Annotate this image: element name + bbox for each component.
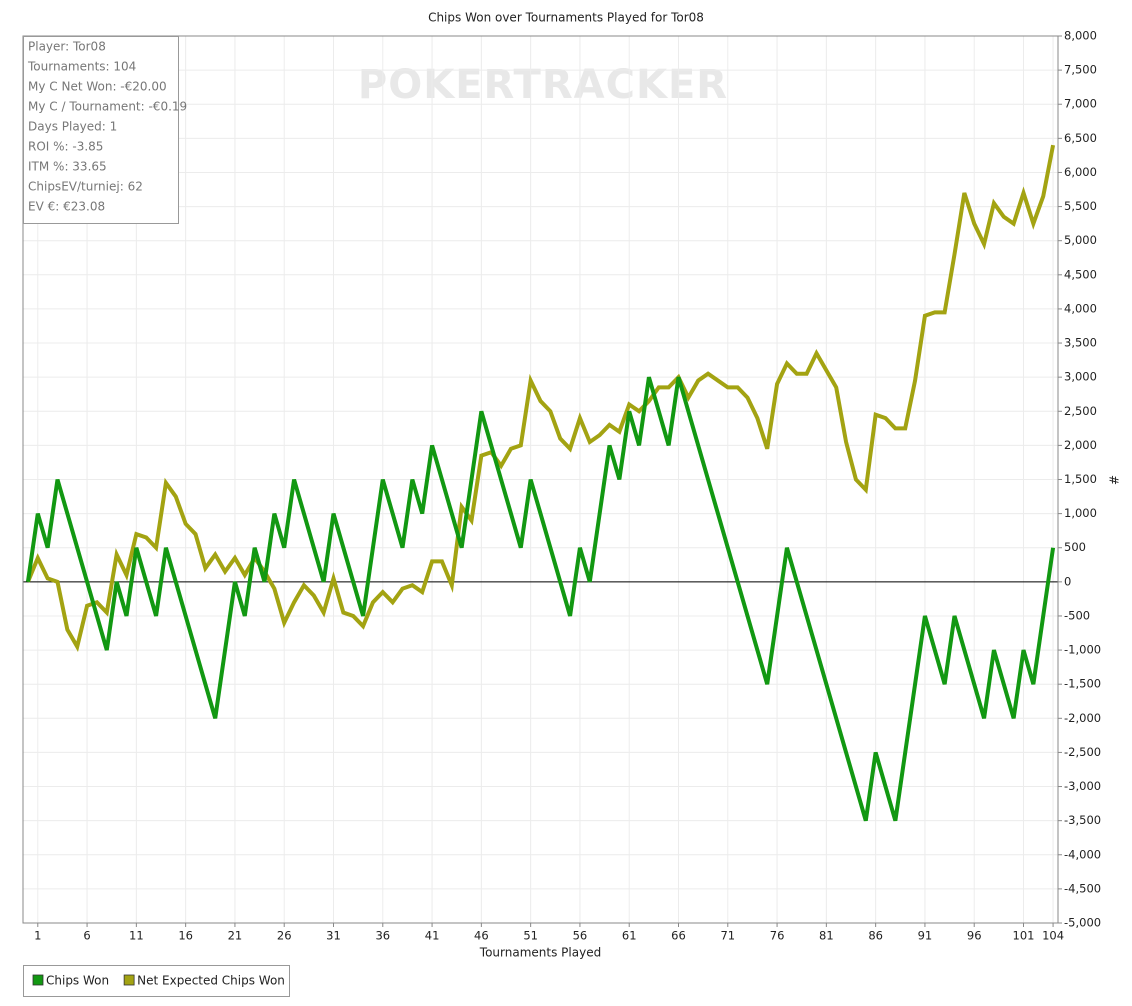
info-line: Player: Tor08 (28, 40, 106, 54)
x-tick-label: 46 (474, 929, 489, 943)
x-tick-label: 86 (868, 929, 883, 943)
y-tick-label: 6,000 (1064, 165, 1097, 179)
info-line: My C Net Won: -€20.00 (28, 80, 167, 94)
x-tick-label: 104 (1042, 929, 1064, 943)
legend-swatch (32, 974, 44, 986)
y-tick-label: 4,000 (1064, 301, 1097, 315)
plot-border (22, 35, 1059, 924)
x-axis-label: Tournaments Played (479, 946, 601, 960)
y-tick-label: 500 (1064, 540, 1086, 554)
legend-label: Net Expected Chips Won (137, 974, 285, 988)
x-tick-label: 81 (819, 929, 834, 943)
info-line: EV €: €23.08 (28, 200, 105, 214)
y-tick-label: 6,500 (1064, 131, 1097, 145)
y-tick-label: 2,500 (1064, 404, 1097, 418)
x-tick-label: 31 (326, 929, 341, 943)
y-tick-label: -500 (1064, 608, 1090, 622)
x-tick-label: 6 (83, 929, 90, 943)
y-tick-label: 4,500 (1064, 267, 1097, 281)
chart-title: Chips Won over Tournaments Played for To… (428, 11, 704, 25)
info-line: Days Played: 1 (28, 120, 117, 134)
y-tick-label: 3,000 (1064, 370, 1097, 384)
y-tick-label: -2,500 (1064, 745, 1101, 759)
y-tick-label: 1,000 (1064, 506, 1097, 520)
x-tick-label: 16 (178, 929, 193, 943)
x-tick-label: 101 (1013, 929, 1035, 943)
info-line: ROI %: -3.85 (28, 140, 103, 154)
x-tick-label: 51 (523, 929, 538, 943)
y-tick-label: 5,500 (1064, 199, 1097, 213)
y-tick-label: -2,000 (1064, 711, 1101, 725)
y-tick-label: -1,500 (1064, 677, 1101, 691)
legend: Chips Won Net Expected Chips Won (23, 965, 290, 997)
y-tick-label: -5,000 (1064, 916, 1101, 930)
info-line: Tournaments: 104 (27, 60, 136, 74)
x-tick-label: 76 (770, 929, 785, 943)
x-tick-label: 11 (129, 929, 144, 943)
legend-label: Chips Won (46, 974, 109, 988)
y-tick-label: 7,000 (1064, 97, 1097, 111)
info-line: My C / Tournament: -€0.19 (28, 100, 187, 114)
x-tick-label: 26 (277, 929, 292, 943)
x-tick-label: 66 (671, 929, 686, 943)
y-tick-label: 3,500 (1064, 336, 1097, 350)
x-tick-label: 71 (720, 929, 735, 943)
info-line: ChipsEV/turniej: 62 (28, 180, 143, 194)
y-tick-label: -3,500 (1064, 813, 1101, 827)
x-tick-label: 91 (918, 929, 933, 943)
x-tick-label: 61 (622, 929, 637, 943)
y-tick-label: 2,000 (1064, 438, 1097, 452)
y-tick-label: -1,000 (1064, 643, 1101, 657)
x-tick-label: 96 (967, 929, 982, 943)
y-tick-label: 0 (1064, 574, 1071, 588)
info-box (23, 36, 179, 224)
watermark: POKERTRACKER (358, 62, 728, 108)
x-tick-label: 21 (228, 929, 243, 943)
series-line (26, 144, 1056, 652)
y-tick-label: -3,000 (1064, 779, 1101, 793)
y-tick-label: 5,000 (1064, 233, 1097, 247)
x-tick-label: 56 (573, 929, 588, 943)
x-tick-label: 1 (34, 929, 41, 943)
y-tick-label: -4,000 (1064, 847, 1101, 861)
y-tick-label: 1,500 (1064, 472, 1097, 486)
x-tick-label: 36 (375, 929, 390, 943)
y-tick-label: 7,500 (1064, 63, 1097, 77)
y-axis-label: # (1107, 475, 1121, 485)
info-line: ITM %: 33.65 (28, 160, 107, 174)
y-tick-label: -4,500 (1064, 881, 1101, 895)
y-tick-label: 8,000 (1064, 29, 1097, 43)
series-line (25, 376, 1056, 822)
legend-box (23, 965, 290, 997)
x-tick-label: 41 (425, 929, 440, 943)
legend-swatch (123, 974, 135, 986)
